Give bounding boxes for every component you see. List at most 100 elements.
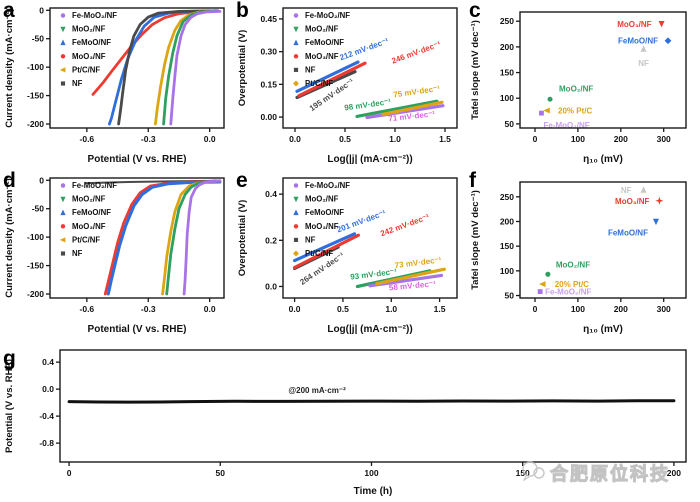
scatter-point-FeMoO/NF: FeMoO/NF [618,37,672,46]
svg-text:150: 150 [516,468,530,478]
panel-c: c Fe-MoO₂/NF 20% Pt/C MoO₂/NF NF FeMoO/NF MoO… [466,0,700,170]
svg-text:200: 200 [500,42,514,52]
svg-text:0.30: 0.30 [260,47,277,57]
svg-text:-0.6: -0.6 [80,304,95,314]
svg-text:250: 250 [500,16,514,26]
chart-g-stability: @200 mA·cm⁻² 0 50 100 150 200 0.4 0.0 -0.4 -0.8 Ti… [0,340,700,502]
chart-svg-g: @200 mA·cm⁻² 0 50 100 150 200 0.4 0.0 -0.4 -0.8 Ti… [4,349,687,497]
chart-d-lsv: -0.6 -0.3 0.0 0 -50 -100 -150 -200 Potential (V … [0,170,233,345]
axis-ticks: 0.0 0.5 1.0 1.5 0.00 0.15 0.30 0.45 [260,14,451,144]
svg-text:150: 150 [500,68,514,78]
plot-frame [519,181,687,299]
scatter-point-MoO₃/NF: MoO₃/NF [617,20,665,29]
svg-text:0.0: 0.0 [289,304,301,314]
svg-text:300: 300 [657,304,671,314]
svg-text:NF: NF [72,249,83,258]
y-axis-label: Overpotential (V) [237,30,248,107]
svg-text:50: 50 [505,119,515,129]
svg-text:Pt/C/NF: Pt/C/NF [72,65,100,74]
svg-text:FeMoO/NF: FeMoO/NF [72,208,111,217]
series-group [91,9,222,126]
svg-text:-200: -200 [27,289,44,299]
panel-letter-e: e [236,169,248,192]
scatter-point-MoO₃/NF: MoO₃/NF [615,196,664,206]
panel-letter-g: g [3,347,16,370]
plot-frame [49,177,225,299]
panel-e: e 201 mV·dec⁻¹ 242 mV·dec⁻¹ 264 mV·dec⁻¹ 93… [233,170,466,340]
chart-svg-a: -0.6 -0.3 0.0 0 -50 -100 -150 -200 Potential (V … [4,5,225,165]
panel-a: a -0.6 -0.3 0.0 0 -50 -100 -150 -200 Potential (… [0,0,233,170]
svg-text:MoO₃/NF: MoO₃/NF [72,222,106,231]
svg-text:0.5: 0.5 [339,134,351,144]
scatter-point-MoO₂/NF: MoO₂/NF [547,84,593,102]
axis-ticks: 0 50 100 150 200 0.4 0.0 -0.4 -0.8 [39,357,681,478]
svg-text:0: 0 [39,5,44,15]
svg-text:250: 250 [500,192,514,202]
svg-text:NF: NF [72,79,83,88]
svg-text:FeMoO/NF: FeMoO/NF [305,208,344,217]
annotation: 58 mV·dec⁻¹ [389,279,437,292]
svg-text:0.5: 0.5 [337,304,349,314]
panel-f: f Fe-MoO₂/NF 20% Pt/C MoO₂/NF NF FeMoO/NF MoO… [466,170,700,340]
svg-text:1.0: 1.0 [385,304,397,314]
scatter-point-20% Pt/C: 20% Pt/C [543,107,592,116]
series-NF [117,9,220,126]
svg-text:20% Pt/C: 20% Pt/C [555,280,589,289]
series-group [85,179,222,296]
axis-ticks: -0.6 -0.3 0.0 0 -50 -100 -150 -200 [27,5,216,144]
y-axis-label: Current density (mA·cm⁻²) [4,8,15,128]
svg-text:FeMoO/NF: FeMoO/NF [305,38,344,47]
svg-text:100: 100 [364,468,378,478]
svg-text:Pt/C/NF: Pt/C/NF [72,235,100,244]
panel-letter-d: d [3,169,16,192]
svg-text:Fe-MoO₂/NF: Fe-MoO₂/NF [543,121,589,130]
svg-text:0.0: 0.0 [265,281,277,291]
svg-text:NF: NF [638,59,649,68]
svg-text:50: 50 [505,291,515,301]
svg-text:0.15: 0.15 [260,79,277,89]
plot-frame [49,7,225,129]
svg-text:MoO₂/NF: MoO₂/NF [72,25,106,34]
svg-text:0.0: 0.0 [42,384,54,394]
scatter-point-20% Pt/C: 20% Pt/C [539,280,589,289]
svg-text:Fe-MoO₂/NF: Fe-MoO₂/NF [72,181,117,190]
svg-text:MoO₃/NF: MoO₃/NF [305,52,339,61]
svg-text:100: 100 [571,134,585,144]
x-axis-label: η₁₀ (mV) [583,324,623,335]
figure-row-1: a -0.6 -0.3 0.0 0 -50 -100 -150 -200 Potential (… [0,0,700,170]
svg-text:NF: NF [621,186,632,195]
svg-text:Fe-MoO₂/NF: Fe-MoO₂/NF [305,11,350,20]
y-axis-label: Current density (mA·cm⁻²) [4,178,15,298]
svg-text:300: 300 [657,134,671,144]
panel-b: b 212 mV·dec⁻¹ 246 mV·dec⁻¹ 195 mV·dec⁻¹ 98… [233,0,466,170]
svg-text:Fe-MoO₂/NF: Fe-MoO₂/NF [72,11,117,20]
svg-text:-0.3: -0.3 [141,134,156,144]
svg-text:1.0: 1.0 [389,134,401,144]
annotation: 246 mV·dec⁻¹ [390,39,442,65]
series-FeMoO/NF [293,232,357,263]
svg-text:-100: -100 [27,62,44,72]
axis-ticks: -0.6 -0.3 0.0 0 -50 -100 -150 -200 [27,175,216,314]
chart-e-tafel: 201 mV·dec⁻¹ 242 mV·dec⁻¹ 264 mV·dec⁻¹ 93 m… [233,170,466,345]
legend: Fe-MoO₂/NF MoO₂/NF FeMoO/NF MoO₃/NF NF Pt/C/N… [293,11,350,88]
annotation: 212 mV·dec⁻¹ [338,36,390,62]
svg-text:-50: -50 [32,34,45,44]
svg-text:NF: NF [305,65,316,74]
svg-text:0.00: 0.00 [260,112,277,122]
plot-frame [282,7,458,129]
svg-text:MoO₂/NF: MoO₂/NF [556,260,590,269]
series-MoO₃/NF [91,9,220,96]
svg-text:0: 0 [533,304,538,314]
series-Fe-MoO₂/NF [169,10,222,126]
svg-text:MoO₃/NF: MoO₃/NF [615,197,649,206]
series-group [67,399,676,404]
svg-text:20% Pt/C: 20% Pt/C [558,107,592,116]
svg-text:0.0: 0.0 [289,134,301,144]
x-axis-label: Time (h) [354,486,393,497]
svg-text:-150: -150 [27,91,44,101]
annotation: 242 mV·dec⁻¹ [379,212,431,238]
x-axis-label: Log(|j| (mA·cm⁻²)) [327,324,412,335]
series-MoO₃/NF [293,233,360,270]
x-axis-label: η₁₀ (mV) [583,154,623,165]
